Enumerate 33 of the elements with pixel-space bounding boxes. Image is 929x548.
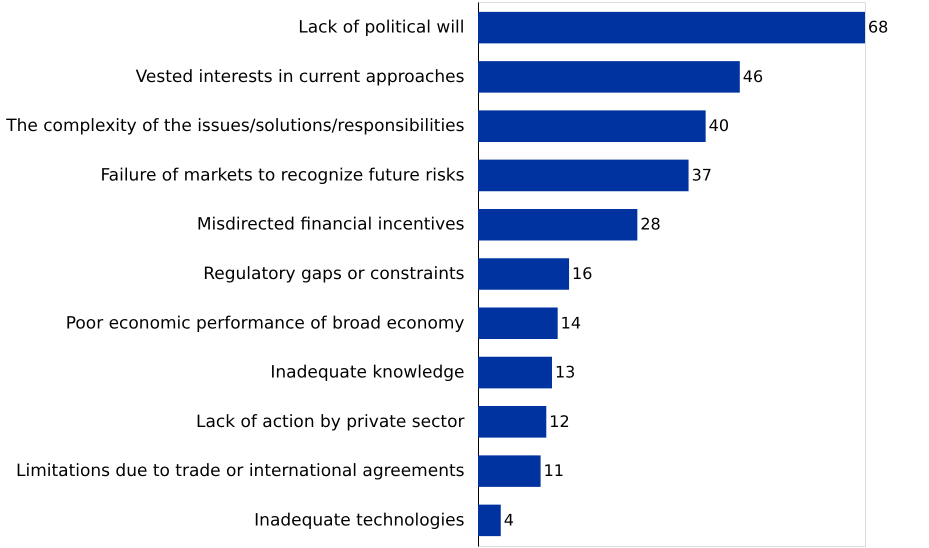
data-label: 68: [868, 18, 888, 37]
bar: [478, 258, 570, 290]
y-tick-label: Vested interests in current approaches: [136, 66, 465, 87]
bar: [478, 110, 706, 142]
data-label: 46: [742, 66, 764, 86]
y-tick-label: Misdirected financial incentives: [196, 214, 465, 235]
data-label: 28: [640, 214, 661, 234]
data-label: 40: [708, 116, 730, 136]
data-label: 11: [544, 461, 564, 480]
data-label: 16: [572, 264, 592, 283]
bar: [478, 504, 501, 536]
y-tick-label: The complexity of the issues/solutions/responsibilities: [5, 116, 465, 136]
bar: [478, 208, 638, 240]
bar: [478, 308, 558, 340]
data-label: 13: [554, 362, 576, 382]
data-label: 4: [504, 510, 514, 530]
bar: [478, 356, 552, 388]
bar: [478, 406, 546, 438]
y-tick-label: Poor economic performance of broad economy: [66, 313, 464, 334]
data-label: 12: [549, 412, 570, 431]
y-tick-label: Lack of action by private sector: [196, 412, 464, 432]
y-tick-label: Inadequate technologies: [254, 510, 465, 530]
bar: [478, 455, 541, 487]
data-label: 37: [692, 165, 712, 184]
y-tick-label: Failure of markets to recognize future risks: [100, 165, 465, 186]
y-tick-label: Regulatory gaps or constraints: [203, 264, 465, 284]
y-tick-label: Lack of political will: [298, 18, 464, 38]
bar: [478, 61, 740, 93]
bar: [478, 12, 865, 44]
data-label: 14: [560, 313, 582, 332]
y-tick-label: Inadequate knowledge: [270, 362, 464, 383]
y-tick-label: Limitations due to trade or international agreements: [16, 461, 465, 482]
bar: [478, 160, 689, 192]
